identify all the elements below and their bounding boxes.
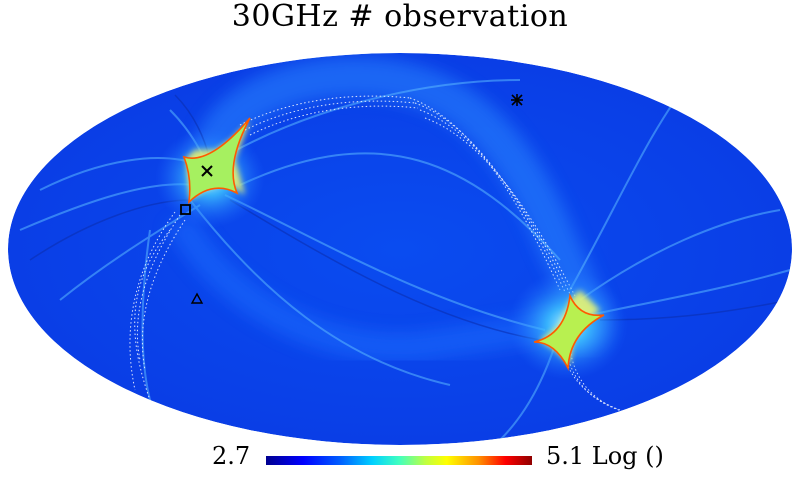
colorbar-min-label: 2.7 <box>212 442 251 470</box>
colorbar <box>266 456 532 465</box>
square-icon <box>180 204 191 215</box>
triangle-icon <box>190 292 204 304</box>
colorbar-max-label: 5.1 Log () <box>546 442 664 470</box>
asterisk-icon <box>511 94 523 106</box>
map-title: 30GHz # observation <box>231 0 569 34</box>
cross-icon <box>201 165 213 177</box>
